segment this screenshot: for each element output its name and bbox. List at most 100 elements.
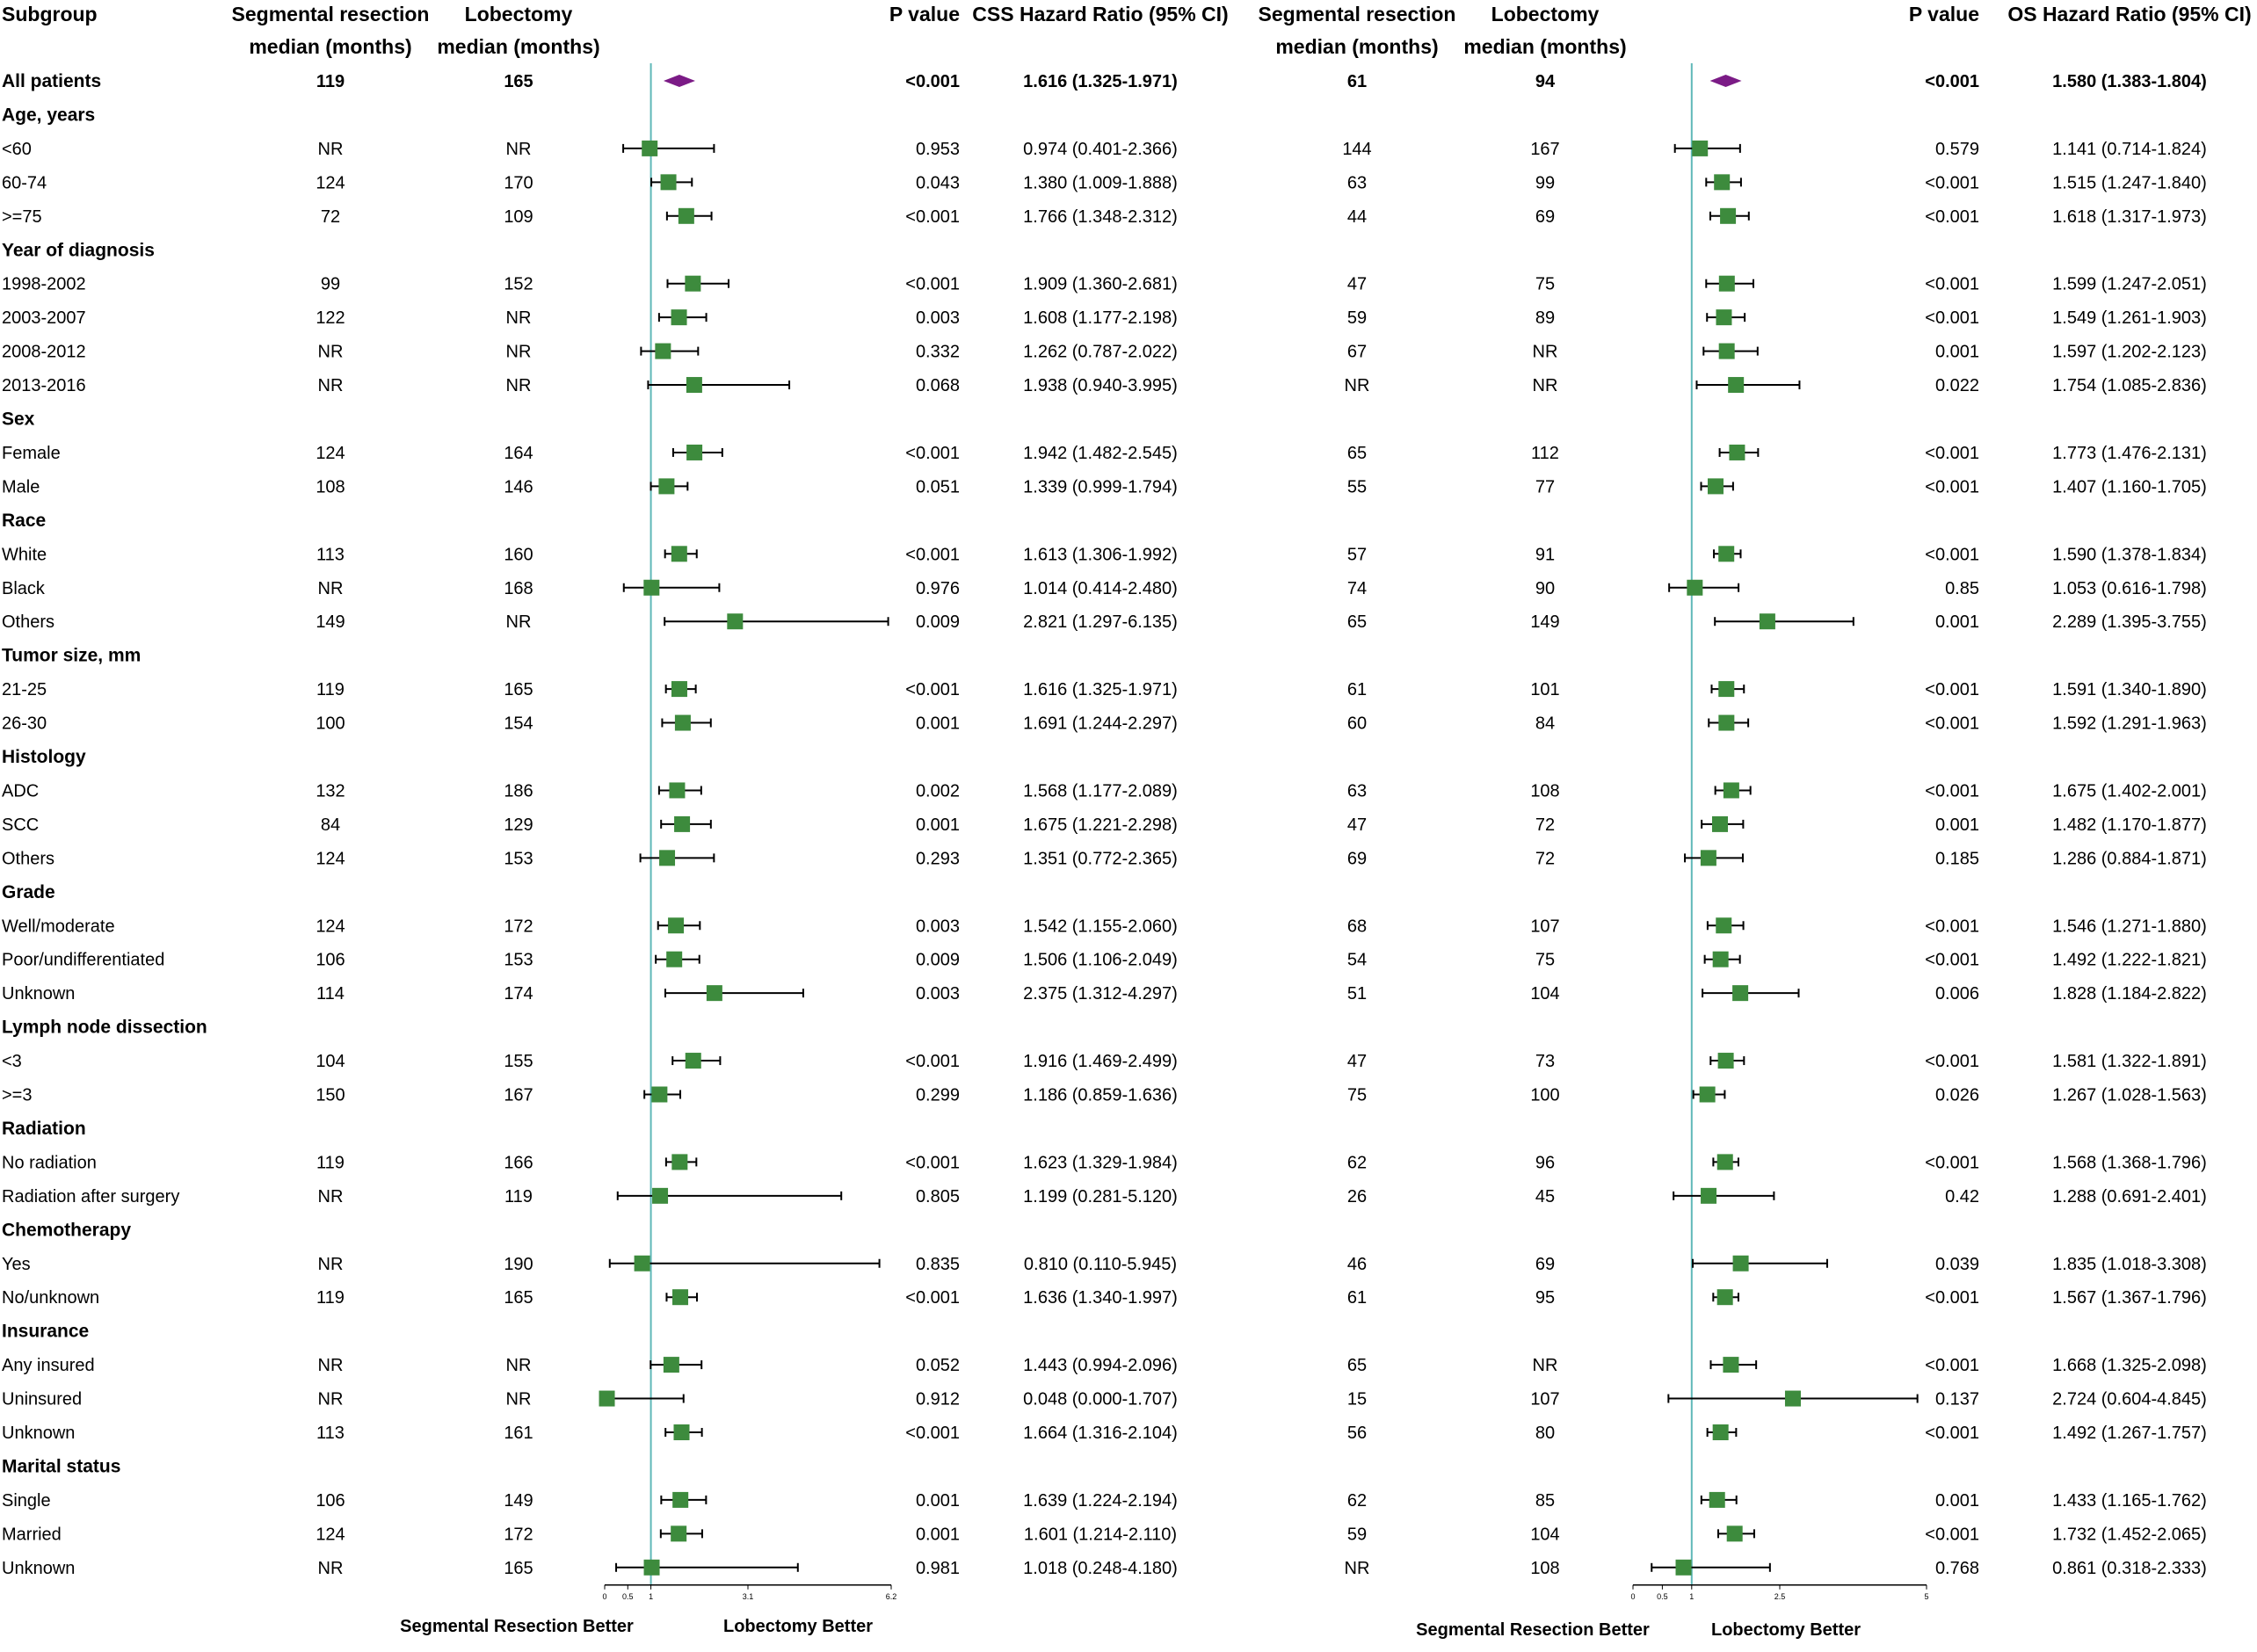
css-seg-median: 114: [316, 984, 345, 1004]
os-seg-median: 59: [1347, 308, 1367, 328]
css-lob-median: 109: [504, 207, 533, 227]
os-seg-median: 44: [1347, 207, 1367, 227]
header-os-seg-line2: median (months): [1275, 35, 1438, 58]
row-label: Tumor size, mm: [2, 646, 141, 666]
css-seg-median: 124: [316, 173, 345, 192]
os-lob-median: 90: [1535, 579, 1555, 598]
os-pvalue: 0.42: [1945, 1187, 1979, 1206]
os-overall-diamond: [1709, 75, 1742, 87]
css-lob-median: NR: [506, 376, 532, 395]
row-label: Others: [2, 849, 54, 868]
css-seg-median: NR: [318, 140, 344, 159]
os-lob-median: 108: [1530, 781, 1559, 801]
css-hr-marker: [706, 985, 722, 1002]
css-lob-median: 153: [504, 951, 533, 970]
css-seg-median: 104: [316, 1052, 345, 1071]
os-axis-tick-label: 5: [1924, 1592, 1928, 1601]
css-lob-median: 129: [504, 815, 533, 835]
row-label: Uninsured: [2, 1390, 82, 1409]
css-hr-marker: [659, 850, 676, 866]
os-pvalue: <0.001: [1925, 545, 1979, 564]
css-hr-marker: [672, 1491, 689, 1508]
os-pvalue: 0.001: [1935, 1491, 1979, 1511]
os-hr-ci: 1.407 (1.160-1.705): [2052, 477, 2207, 496]
css-hr-ci: 0.810 (0.110-5.945): [1024, 1255, 1177, 1274]
css-hr-ci: 0.048 (0.000-1.707): [1023, 1390, 1178, 1409]
os-hr-marker: [1718, 546, 1735, 562]
css-hr-ci: 1.909 (1.360-2.681): [1023, 275, 1178, 294]
os-hr-ci: 1.492 (1.267-1.757): [2052, 1424, 2207, 1443]
os-hr-ci: 1.581 (1.322-1.891): [2052, 1052, 2207, 1071]
os-lob-median: 77: [1535, 477, 1555, 496]
css-pvalue: 0.052: [916, 1356, 960, 1375]
row-label: Year of diagnosis: [2, 240, 155, 260]
os-hr-ci: 1.597 (1.202-2.123): [2052, 343, 2207, 362]
os-lob-median: 45: [1535, 1187, 1555, 1206]
row-label: No/unknown: [2, 1288, 99, 1308]
row-label: 2008-2012: [2, 343, 86, 362]
os-seg-median: 63: [1347, 173, 1367, 192]
os-pvalue: <0.001: [1925, 477, 1979, 496]
css-seg-median: NR: [318, 376, 344, 395]
os-hr-marker: [1718, 714, 1735, 731]
os-hr-marker: [1759, 613, 1775, 630]
css-hr-marker: [668, 917, 685, 934]
os-hr-ci: 1.492 (1.222-1.821): [2052, 951, 2207, 970]
os-lob-median: 89: [1535, 308, 1555, 328]
os-hr-ci: 1.288 (0.691-2.401): [2052, 1187, 2207, 1206]
row-label: <60: [2, 140, 32, 159]
os-lob-median: 107: [1530, 1390, 1559, 1409]
os-pvalue: <0.001: [1925, 1525, 1979, 1544]
css-hr-ci: 1.766 (1.348-2.312): [1023, 207, 1178, 227]
os-pvalue: 0.001: [1935, 343, 1979, 362]
os-pvalue: 0.022: [1935, 376, 1979, 395]
css-axis-tick-label: 0: [602, 1592, 606, 1601]
os-hr-marker: [1723, 1357, 1739, 1373]
css-seg-median: 100: [316, 714, 345, 734]
css-pvalue: 0.001: [916, 1491, 960, 1511]
css-lob-median: 161: [504, 1424, 533, 1443]
row-label: Sex: [2, 409, 35, 430]
row-label: All patients: [2, 71, 101, 91]
os-hr-marker: [1701, 1187, 1717, 1204]
os-lob-median: 149: [1530, 612, 1559, 632]
css-hr-marker: [634, 1255, 650, 1272]
row-label: Insurance: [2, 1322, 89, 1342]
css-hr-ci: 0.974 (0.401-2.366): [1023, 140, 1178, 159]
os-seg-median: 144: [1342, 140, 1371, 159]
os-hr-marker: [1699, 1086, 1716, 1103]
os-seg-median: 75: [1347, 1086, 1367, 1105]
os-hr-marker: [1717, 1053, 1734, 1069]
css-seg-median: NR: [318, 1390, 344, 1409]
os-pvalue: 0.768: [1935, 1559, 1979, 1578]
css-pvalue: <0.001: [905, 545, 960, 564]
css-hr-ci: 1.542 (1.155-2.060): [1023, 917, 1178, 936]
css-hr-marker: [671, 1525, 687, 1542]
os-seg-median: 61: [1347, 1288, 1367, 1308]
row-label: Radiation: [2, 1119, 86, 1139]
css-seg-median: NR: [318, 1356, 344, 1375]
os-lob-median: 100: [1530, 1086, 1559, 1105]
os-hr-ci: 1.668 (1.325-2.098): [2052, 1356, 2207, 1375]
os-lob-median: 112: [1531, 444, 1559, 463]
css-pvalue: 0.043: [916, 173, 960, 192]
os-hr-marker: [1723, 782, 1739, 799]
css-pvalue: <0.001: [905, 1288, 960, 1308]
css-pvalue: <0.001: [905, 1052, 960, 1071]
css-lob-median: 165: [504, 1559, 533, 1578]
css-lob-median: 174: [504, 984, 533, 1004]
os-hr-ci: 1.580 (1.383-1.804): [2052, 72, 2207, 91]
os-footer-lobectomy-better: Lobectomy Better: [1711, 1620, 1861, 1640]
css-lob-median: 165: [504, 72, 533, 91]
row-label: >=3: [2, 1086, 32, 1105]
os-seg-median: NR: [1345, 1559, 1370, 1578]
os-lob-median: 107: [1530, 917, 1559, 936]
css-lob-median: NR: [506, 612, 532, 632]
os-hr-ci: 0.861 (0.318-2.333): [2052, 1559, 2207, 1578]
css-lob-median: 149: [504, 1491, 533, 1511]
os-pvalue: <0.001: [1925, 1153, 1979, 1172]
css-seg-median: 108: [316, 477, 345, 496]
os-pvalue: <0.001: [1925, 781, 1979, 801]
css-pvalue: <0.001: [905, 680, 960, 699]
